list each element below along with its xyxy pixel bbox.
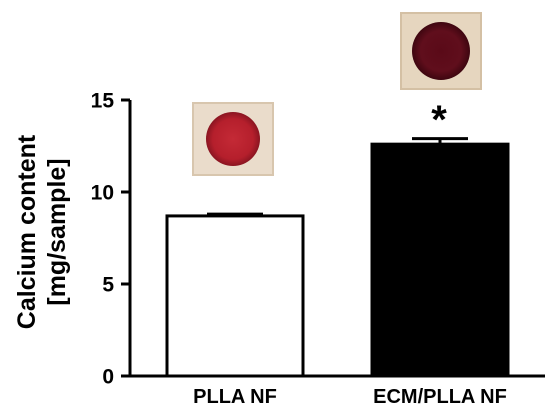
sample-photo-plla-nf [192, 102, 274, 176]
significance-asterisk: * [431, 98, 447, 142]
y-tick-label: 0 [102, 366, 114, 389]
y-tick-label: 5 [102, 274, 114, 297]
y-axis-title-line-1: Calcium content [13, 134, 41, 329]
y-axis-ticks: 0 5 10 15 [91, 90, 130, 389]
sample-photo-plla-nf-stain [206, 112, 260, 166]
sample-photo-ecm-plla-nf-stain [412, 22, 470, 80]
sample-photo-plla-nf-shadow [192, 102, 274, 176]
y-tick-label: 10 [91, 182, 114, 205]
y-tick-label: 15 [91, 90, 115, 113]
y-axis-title: Calcium content [mg/sample] [13, 134, 71, 329]
sample-photo-ecm-plla-nf [400, 12, 482, 90]
category-label-plla-nf: PLLA NF [193, 386, 277, 408]
y-axis-title-line-2: [mg/sample] [43, 158, 71, 305]
category-label-ecm-plla-nf: ECM/PLLA NF [373, 386, 507, 408]
bars [165, 137, 510, 378]
bar-plla-nf [165, 214, 305, 378]
sample-photo-ecm-plla-nf-shadow [400, 12, 482, 90]
bar-ecm-plla-nf [370, 142, 510, 378]
